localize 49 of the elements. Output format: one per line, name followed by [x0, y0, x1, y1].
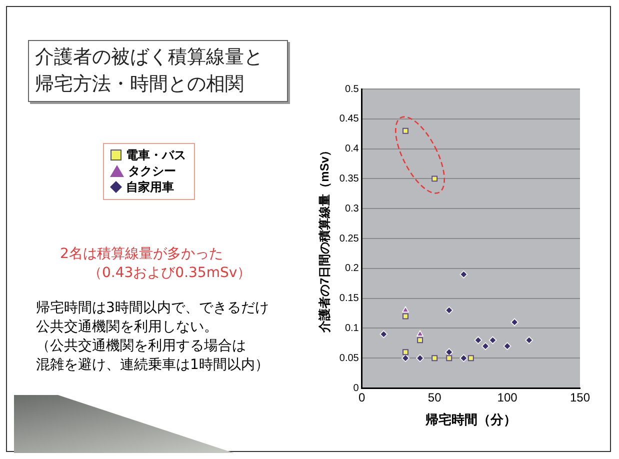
point [488, 336, 497, 344]
y-tick-label: 0.1 [344, 322, 360, 334]
y-axis-title: 介護者の7日間の積算線量（mSv） [318, 144, 332, 334]
y-tick-label: 0.45 [339, 114, 360, 125]
point [402, 313, 408, 320]
x-tick-label: 150 [570, 390, 590, 405]
point [402, 354, 410, 362]
text: （公共交通機関を利用する場合は [36, 337, 247, 356]
point [402, 128, 408, 134]
point [446, 355, 452, 362]
point [525, 336, 533, 344]
point [445, 348, 454, 356]
y-tick-label: 0.2 [344, 263, 360, 274]
y-tick-label: 0.05 [339, 352, 360, 364]
y-tick-label: 0.5 [344, 84, 360, 95]
point [416, 330, 424, 336]
text: 2名は積算線量が多かった [59, 245, 224, 264]
point [380, 330, 388, 338]
point [417, 337, 424, 344]
text: 帰宅時間は3時間以内で、できるだけ [36, 299, 269, 318]
point [432, 355, 438, 362]
y-tick-label: 0.3 [344, 203, 360, 214]
text: （0.43および0.35mSv） [87, 264, 252, 283]
legend-label: 電車・バス [126, 147, 186, 163]
x-axis-title: 帰宅時間（分） [424, 412, 516, 427]
y-tick-label: 0 [353, 382, 360, 394]
point [482, 342, 490, 350]
text: 混雑を避け、連続乗車は1時間以内） [36, 356, 269, 375]
point [432, 176, 438, 182]
point [445, 306, 454, 314]
point [416, 354, 424, 362]
y-tick-label: 0.35 [339, 173, 360, 184]
point [460, 354, 468, 362]
point [460, 270, 468, 278]
legend-label: 自家用車 [126, 179, 174, 195]
point [468, 355, 474, 362]
point [402, 349, 408, 356]
point [503, 342, 512, 350]
x-tick-label: 50 [428, 390, 442, 405]
y-tick-label: 0.25 [339, 233, 360, 244]
point [510, 318, 518, 326]
x-tick-label: 100 [497, 390, 518, 405]
y-tick-label: 0.15 [339, 293, 360, 304]
y-tick-label: 0.4 [344, 144, 360, 155]
text: 介護者の被ばく積算線量と帰宅方法・時間との相関 [28, 40, 288, 102]
point [474, 336, 482, 344]
legend-label: タクシー [128, 163, 176, 179]
point [402, 306, 409, 312]
text: 公共交通機関を利用しない。 [36, 318, 219, 337]
